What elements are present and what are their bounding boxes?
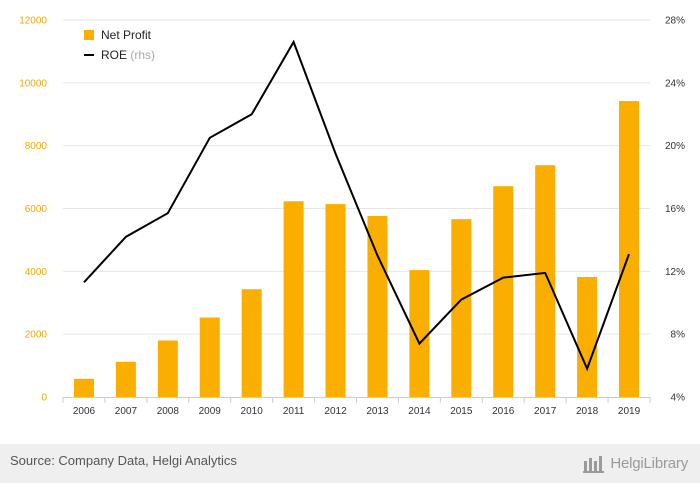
bar-net-profit-2006 bbox=[73, 378, 94, 397]
bar-net-profit-2013 bbox=[367, 216, 388, 397]
line-roe bbox=[83, 39, 630, 372]
x-tick-label: 2007 bbox=[115, 406, 138, 417]
gridlines bbox=[63, 19, 650, 335]
footer: Source: Company Data, Helgi Analytics He… bbox=[0, 444, 700, 483]
y-left-tick-label: 10000 bbox=[19, 78, 47, 89]
x-tick-label: 2019 bbox=[618, 406, 641, 417]
x-tick-label: 2009 bbox=[199, 406, 222, 417]
legend-label-net-profit: Net Profit bbox=[101, 28, 152, 42]
library-icon bbox=[583, 456, 605, 473]
bar-net-profit-2012 bbox=[325, 204, 346, 397]
axes: 0 4% 2000 8% 4000 12% 6000 16% 8000 20% 10000 24% 12… bbox=[19, 16, 685, 418]
x-tick-label: 2010 bbox=[241, 406, 264, 417]
y-right-tick-label: 8% bbox=[671, 330, 686, 341]
legend-label-rhs: (rhs) bbox=[130, 48, 155, 62]
line-series bbox=[83, 39, 630, 372]
legend-swatch-net-profit bbox=[84, 30, 94, 40]
x-tick-label: 2008 bbox=[157, 406, 180, 417]
y-right-tick-label: 12% bbox=[665, 267, 685, 278]
x-tick-label: 2012 bbox=[324, 406, 347, 417]
bar-net-profit-2008 bbox=[157, 340, 178, 397]
x-tick-label: 2014 bbox=[408, 406, 431, 417]
bar-net-profit-2010 bbox=[241, 289, 262, 397]
bar-net-profit-2009 bbox=[199, 317, 220, 397]
chart: 0 4% 2000 8% 4000 12% 6000 16% 8000 20% 10000 24% 12… bbox=[19, 16, 685, 418]
y-right-tick-label: 4% bbox=[671, 393, 686, 404]
y-right-tick-label: 20% bbox=[665, 141, 685, 152]
y-left-tick-label: 6000 bbox=[25, 204, 48, 215]
bar-net-profit-2017 bbox=[535, 165, 556, 397]
bar-net-profit-2015 bbox=[451, 219, 472, 397]
brand-name: HelgiLibrary bbox=[610, 454, 688, 472]
bar-net-profit-2014 bbox=[409, 270, 430, 397]
bar-net-profit-2016 bbox=[493, 186, 514, 397]
bar-net-profit-2018 bbox=[577, 276, 598, 397]
x-tick-label: 2016 bbox=[492, 406, 515, 417]
x-tick-label: 2018 bbox=[576, 406, 599, 417]
y-left-tick-label: 2000 bbox=[25, 330, 48, 341]
x-tick-label: 2011 bbox=[283, 406, 305, 417]
y-left-tick-label: 12000 bbox=[19, 16, 47, 27]
legend-label-roe: ROE (rhs) bbox=[101, 48, 155, 62]
y-left-tick-label: 8000 bbox=[25, 141, 48, 152]
bar-net-profit-2019 bbox=[619, 101, 640, 398]
y-left-tick-label: 4000 bbox=[25, 267, 48, 278]
y-right-tick-label: 28% bbox=[665, 16, 685, 27]
y-right-tick-label: 24% bbox=[665, 78, 685, 89]
bar-series bbox=[73, 101, 640, 398]
source-text: Source: Company Data, Helgi Analytics bbox=[10, 453, 237, 468]
bar-net-profit-2011 bbox=[283, 201, 304, 397]
bar-net-profit-2007 bbox=[115, 361, 136, 397]
y-right-tick-label: 16% bbox=[665, 204, 685, 215]
legend: Net Profit ROE (rhs) bbox=[84, 28, 155, 62]
y-left-tick-label: 0 bbox=[41, 393, 47, 404]
brand-logo: HelgiLibrary bbox=[582, 450, 688, 476]
x-tick-label: 2013 bbox=[366, 406, 389, 417]
x-tick-label: 2015 bbox=[450, 406, 473, 417]
x-tick-label: 2017 bbox=[534, 406, 557, 417]
x-tick-label: 2006 bbox=[73, 406, 96, 417]
